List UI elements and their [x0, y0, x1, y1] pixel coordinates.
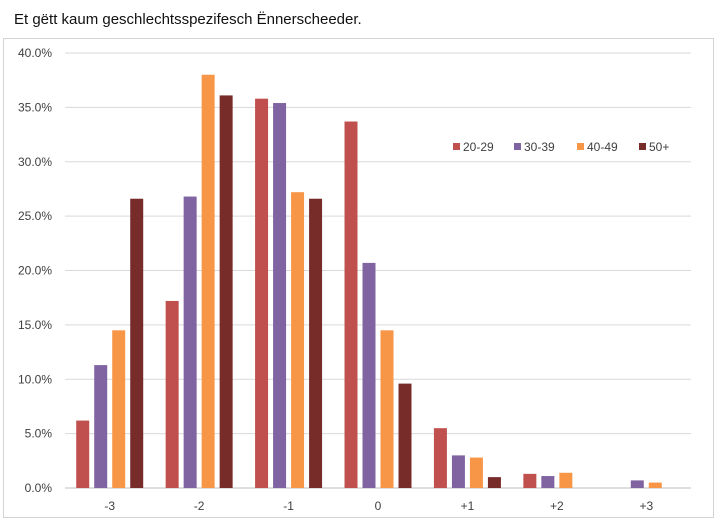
bar-20-29-0	[344, 121, 358, 488]
bar-30-39--2	[183, 196, 197, 489]
bar-30-39-+3	[630, 480, 644, 488]
bar-30-39-0	[362, 262, 376, 488]
bars	[76, 74, 662, 489]
legend-swatch	[577, 143, 584, 150]
bar-40-49--2	[201, 74, 215, 488]
x-tick-label: -3	[104, 499, 115, 513]
x-tick-label: +3	[639, 499, 653, 513]
y-tick-label: 0.0%	[25, 481, 53, 495]
y-tick-label: 15.0%	[18, 318, 52, 332]
gridlines	[65, 52, 691, 489]
y-tick-label: 25.0%	[18, 209, 52, 223]
y-tick-label: 5.0%	[25, 427, 53, 441]
bar-40-49-+3	[648, 482, 662, 488]
y-tick-label: 35.0%	[18, 100, 52, 114]
bar-40-49--3	[112, 330, 126, 488]
bar-20-29--3	[76, 420, 90, 488]
bar-20-29-+2	[523, 473, 537, 488]
y-axis: 0.0% 5.0% 10.0% 15.0% 20.0% 25.0% 30.0% 35.0% 40…	[18, 46, 52, 495]
legend-label: 30-39	[524, 140, 555, 154]
legend-label: 20-29	[463, 140, 494, 154]
bar-40-49-+1	[469, 457, 483, 488]
bar-50+--3	[130, 198, 144, 488]
x-tick-label: +1	[461, 499, 475, 513]
y-tick-label: 20.0%	[18, 264, 52, 278]
y-tick-label: 30.0%	[18, 155, 52, 169]
legend-label: 50+	[649, 140, 669, 154]
x-tick-label: -2	[194, 499, 205, 513]
bar-30-39-+1	[451, 455, 465, 488]
bar-20-29--2	[165, 300, 179, 488]
bar-40-49-0	[380, 330, 394, 488]
y-tick-label: 40.0%	[18, 46, 52, 60]
chart-frame	[3, 38, 714, 518]
bar-40-49--1	[291, 192, 305, 488]
bar-50+-0	[398, 383, 412, 488]
bar-30-39--3	[94, 365, 108, 488]
bar-30-39--1	[273, 103, 287, 489]
legend-swatch	[453, 143, 460, 150]
bar-50+-+1	[487, 477, 501, 488]
bar-40-49-+2	[559, 472, 573, 488]
chart-title: Et gëtt kaum geschlechtsspezifesch Ënner…	[14, 11, 362, 28]
bar-20-29--1	[255, 98, 269, 489]
legend-label: 40-49	[587, 140, 618, 154]
legend-swatch	[639, 143, 646, 150]
x-axis: -3 -2 -1 0 +1 +2 +3	[104, 499, 653, 513]
x-tick-label: -1	[283, 499, 294, 513]
bar-30-39-+2	[541, 476, 555, 488]
bar-50+--2	[219, 95, 233, 488]
x-tick-label: 0	[375, 499, 382, 513]
bar-50+--1	[309, 198, 323, 488]
bar-20-29-+1	[433, 428, 447, 488]
x-tick-label: +2	[550, 499, 564, 513]
y-tick-label: 10.0%	[18, 372, 52, 386]
legend: 20-29 30-39 40-49 50+	[453, 140, 669, 154]
legend-swatch	[514, 143, 521, 150]
